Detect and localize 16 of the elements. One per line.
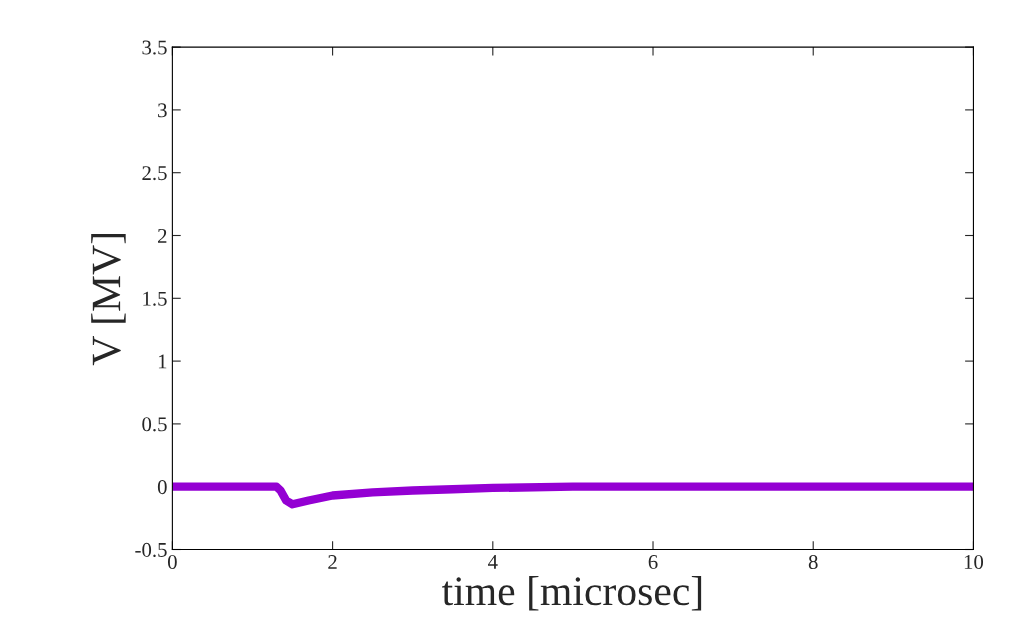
x-tick-label: 6 (648, 555, 658, 570)
x-axis-title: time [microsec] (442, 576, 702, 611)
x-tick-label: 10 (964, 554, 984, 570)
y-tick-label: 2.5 (142, 166, 167, 181)
y-tick-label: 2 (158, 228, 167, 243)
x-tick-label: 2 (328, 555, 337, 569)
y-tick-label: 1 (158, 354, 167, 369)
y-tick-label: -0.5 (135, 542, 167, 558)
x-tick-label: 8 (808, 554, 818, 570)
x-tick-label: 4 (488, 555, 498, 569)
y-axis-title: V [MV] (91, 234, 126, 366)
y-tick-label: 1.5 (143, 291, 167, 306)
y-tick-label: 0 (157, 480, 167, 495)
y-tick-label: 3 (158, 103, 167, 118)
y-tick-label: 0.5 (142, 417, 167, 432)
y-tick-label: 3.5 (142, 40, 167, 55)
